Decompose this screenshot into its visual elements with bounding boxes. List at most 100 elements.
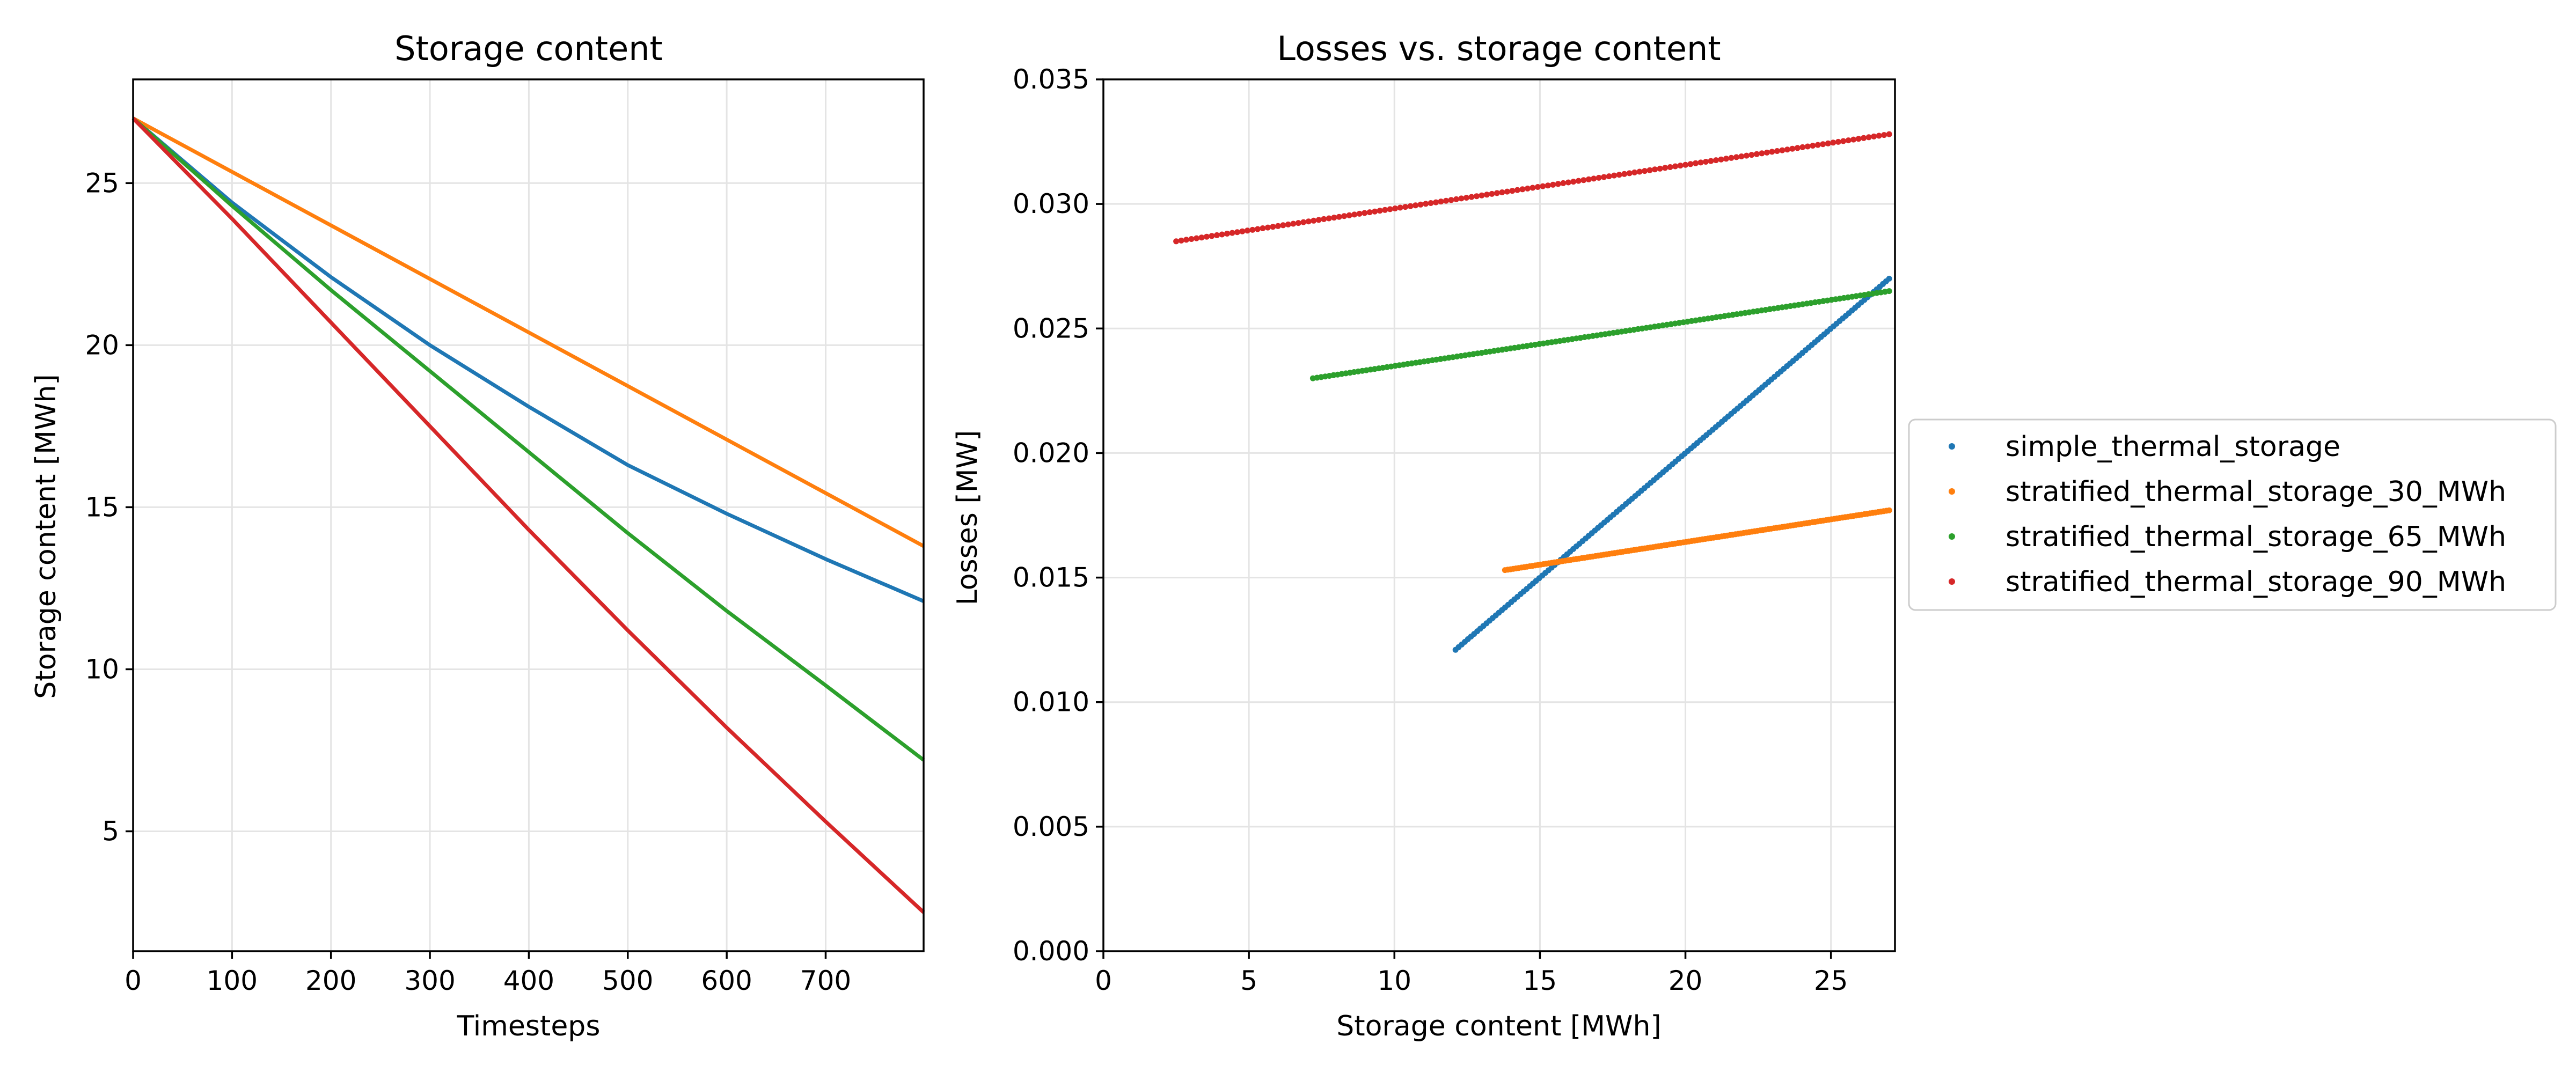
scatter-point bbox=[1703, 159, 1709, 165]
scatter-point bbox=[1479, 192, 1485, 199]
scatter-point bbox=[1591, 175, 1597, 182]
scatter-point bbox=[1234, 229, 1240, 236]
scatter-point bbox=[1646, 167, 1653, 173]
scatter-point bbox=[1850, 136, 1857, 143]
scatter-point bbox=[1723, 156, 1729, 162]
scatter-point bbox=[1438, 199, 1444, 205]
x-tick-label: 500 bbox=[602, 965, 653, 996]
scatter-point bbox=[1708, 158, 1714, 164]
scatter-point bbox=[1814, 142, 1821, 148]
scatter-point bbox=[1372, 208, 1378, 215]
x-tick-label: 10 bbox=[1377, 965, 1411, 996]
scatter-point bbox=[1555, 181, 1561, 187]
scatter-point bbox=[1713, 157, 1719, 164]
scatter-point bbox=[1397, 204, 1403, 211]
scatter-point bbox=[1204, 233, 1210, 240]
scatter-point bbox=[1433, 199, 1439, 205]
scatter-point bbox=[1871, 133, 1877, 139]
scatter-point bbox=[1693, 160, 1699, 166]
scatter-point bbox=[1733, 154, 1739, 160]
scatter-point bbox=[1290, 221, 1297, 227]
series-points-0 bbox=[1452, 275, 1892, 653]
scatter-point bbox=[1743, 152, 1750, 159]
series-line-1 bbox=[132, 116, 925, 548]
scatter-point bbox=[1499, 189, 1505, 195]
scatter-point bbox=[1402, 204, 1409, 210]
scatter-point bbox=[1830, 139, 1836, 146]
chart-title: Losses vs. storage content bbox=[1277, 29, 1721, 68]
scatter-point bbox=[1264, 224, 1271, 231]
scatter-point bbox=[1662, 165, 1668, 171]
legend-marker bbox=[1949, 443, 1955, 450]
scatter-point bbox=[1804, 143, 1811, 150]
scatter-point bbox=[1820, 141, 1826, 148]
scatter-point bbox=[1611, 172, 1618, 179]
x-tick-label: 5 bbox=[1240, 965, 1257, 996]
scatter-point bbox=[1738, 153, 1745, 159]
scatter-point bbox=[1652, 166, 1658, 173]
scatter-point bbox=[1677, 163, 1684, 169]
y-tick-label: 5 bbox=[102, 815, 119, 847]
scatter-point bbox=[1835, 138, 1841, 145]
scatter-point bbox=[1463, 195, 1469, 201]
scatter-point bbox=[1886, 507, 1892, 513]
scatter-point bbox=[1336, 214, 1342, 220]
legend-label: stratified_thermal_storage_30_MWh bbox=[2006, 476, 2506, 508]
scatter-point bbox=[1423, 201, 1429, 207]
y-tick-label: 20 bbox=[85, 329, 119, 361]
scatter-point bbox=[1351, 211, 1358, 218]
scatter-point bbox=[1188, 236, 1195, 242]
scatter-point bbox=[1585, 176, 1592, 182]
scatter-point bbox=[1229, 230, 1235, 236]
scatter-point bbox=[1799, 144, 1806, 150]
legend-label: stratified_thermal_storage_65_MWh bbox=[2006, 521, 2506, 553]
scatter-point bbox=[1183, 237, 1189, 243]
scatter-point bbox=[1194, 235, 1199, 241]
scatter-point bbox=[1779, 147, 1785, 153]
x-tick-label: 20 bbox=[1668, 965, 1703, 996]
scatter-point bbox=[1285, 221, 1291, 227]
scatter-point bbox=[1550, 181, 1556, 188]
series-line-3 bbox=[131, 117, 925, 914]
y-tick-label: 0.005 bbox=[1013, 811, 1089, 842]
scatter-point bbox=[1504, 188, 1510, 195]
scatter-point bbox=[1468, 194, 1475, 200]
scatter-point bbox=[1331, 215, 1337, 221]
legend-item: stratified_thermal_storage_30_MWh bbox=[1949, 476, 2506, 508]
scatter-point bbox=[1845, 137, 1851, 144]
scatter-point bbox=[1886, 275, 1892, 282]
scatter-point bbox=[1249, 226, 1256, 233]
scatter-point bbox=[1443, 197, 1449, 204]
x-tick-label: 0 bbox=[1095, 965, 1112, 996]
scatter-point bbox=[1789, 145, 1796, 152]
scatter-point bbox=[1810, 143, 1816, 149]
scatter-point bbox=[1417, 201, 1424, 208]
scatter-point bbox=[1326, 215, 1332, 222]
scatter-point bbox=[1840, 138, 1847, 144]
scatter-point bbox=[1270, 224, 1276, 230]
legend-box bbox=[1908, 418, 2557, 611]
scatter-point bbox=[1855, 136, 1862, 142]
scatter-point bbox=[1173, 238, 1180, 245]
y-axis-label: Storage content [MWh] bbox=[30, 374, 62, 699]
scatter-point bbox=[1509, 188, 1516, 194]
x-axis-label: Storage content [MWh] bbox=[1336, 1010, 1661, 1042]
scatter-point bbox=[1687, 161, 1694, 167]
scatter-point bbox=[1657, 165, 1663, 172]
scatter-point bbox=[1413, 202, 1419, 209]
scatter-point bbox=[1275, 223, 1281, 229]
scatter-point bbox=[1305, 218, 1312, 225]
y-tick-label: 0.020 bbox=[1013, 437, 1089, 468]
legend-label: stratified_thermal_storage_90_MWh bbox=[2006, 566, 2506, 598]
chart-title: Storage content bbox=[394, 29, 663, 68]
scatter-point bbox=[1428, 200, 1434, 206]
scatter-point bbox=[1621, 171, 1628, 177]
scatter-point bbox=[1794, 145, 1801, 151]
scatter-point bbox=[1876, 133, 1882, 139]
scatter-point bbox=[1601, 174, 1607, 180]
scatter-point bbox=[1239, 228, 1246, 234]
scatter-point bbox=[1178, 237, 1184, 244]
plot-frame bbox=[1102, 78, 1896, 952]
legend-marker bbox=[1949, 578, 1955, 585]
y-tick-label: 0.025 bbox=[1013, 313, 1089, 344]
